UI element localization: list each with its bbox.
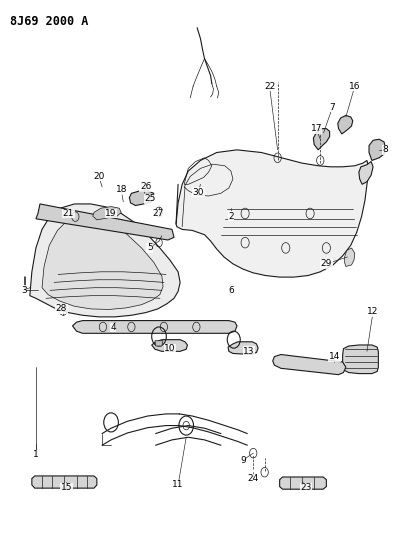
Text: 24: 24 bbox=[247, 474, 259, 483]
Polygon shape bbox=[93, 207, 121, 220]
Text: 30: 30 bbox=[193, 188, 204, 197]
Text: 22: 22 bbox=[264, 82, 275, 91]
Text: 13: 13 bbox=[243, 347, 255, 356]
Text: 26: 26 bbox=[140, 182, 151, 191]
Polygon shape bbox=[176, 150, 369, 277]
Polygon shape bbox=[36, 204, 174, 240]
Text: 10: 10 bbox=[164, 344, 176, 353]
Text: 25: 25 bbox=[144, 194, 155, 203]
Text: 2: 2 bbox=[228, 212, 234, 221]
Polygon shape bbox=[32, 476, 97, 488]
Text: 4: 4 bbox=[110, 323, 116, 332]
Text: 5: 5 bbox=[147, 244, 153, 253]
Text: 11: 11 bbox=[172, 480, 184, 489]
Polygon shape bbox=[30, 204, 180, 317]
Polygon shape bbox=[72, 320, 237, 333]
Text: 14: 14 bbox=[329, 352, 340, 361]
Text: 1: 1 bbox=[33, 450, 39, 459]
Text: 16: 16 bbox=[349, 82, 361, 91]
Text: 19: 19 bbox=[106, 209, 117, 218]
Text: 3: 3 bbox=[21, 286, 27, 295]
Text: 8J69 2000 A: 8J69 2000 A bbox=[9, 14, 88, 28]
Polygon shape bbox=[313, 128, 330, 150]
Polygon shape bbox=[129, 191, 154, 206]
Text: 12: 12 bbox=[367, 307, 379, 316]
Polygon shape bbox=[42, 216, 163, 310]
Text: 20: 20 bbox=[93, 172, 105, 181]
Text: 28: 28 bbox=[56, 304, 67, 313]
Polygon shape bbox=[228, 342, 258, 354]
Polygon shape bbox=[359, 161, 373, 184]
Polygon shape bbox=[155, 341, 163, 346]
Text: 17: 17 bbox=[310, 124, 322, 133]
Polygon shape bbox=[369, 139, 386, 160]
Text: 23: 23 bbox=[300, 483, 312, 492]
Text: 7: 7 bbox=[330, 103, 335, 112]
Polygon shape bbox=[280, 477, 326, 489]
Text: 27: 27 bbox=[152, 209, 164, 218]
Text: 18: 18 bbox=[115, 185, 127, 194]
Text: 21: 21 bbox=[63, 209, 74, 218]
Text: 9: 9 bbox=[240, 456, 246, 465]
Polygon shape bbox=[338, 115, 353, 134]
Polygon shape bbox=[273, 354, 346, 375]
Text: 8: 8 bbox=[382, 146, 388, 155]
Text: 15: 15 bbox=[61, 483, 72, 492]
Polygon shape bbox=[345, 248, 355, 266]
Polygon shape bbox=[343, 345, 378, 374]
Text: 6: 6 bbox=[228, 286, 234, 295]
Polygon shape bbox=[152, 340, 187, 351]
Text: 29: 29 bbox=[321, 260, 332, 268]
